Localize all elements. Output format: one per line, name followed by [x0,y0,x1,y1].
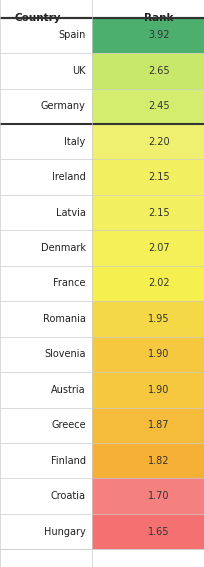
FancyBboxPatch shape [92,53,204,88]
Text: Hungary: Hungary [44,527,86,536]
Text: UK: UK [72,66,86,76]
FancyBboxPatch shape [92,88,204,124]
FancyBboxPatch shape [92,301,204,337]
FancyBboxPatch shape [0,408,92,443]
Text: Italy: Italy [64,137,86,147]
Text: Country: Country [15,12,61,23]
FancyBboxPatch shape [0,18,92,53]
Text: 1.65: 1.65 [148,527,170,536]
Text: 2.02: 2.02 [148,278,170,289]
Text: Germany: Germany [41,101,86,111]
FancyBboxPatch shape [92,443,204,479]
Text: Denmark: Denmark [41,243,86,253]
Text: Spain: Spain [58,31,86,40]
Text: 1.82: 1.82 [148,456,170,466]
FancyBboxPatch shape [0,53,92,88]
FancyBboxPatch shape [92,195,204,230]
FancyBboxPatch shape [0,337,92,372]
Text: 1.90: 1.90 [149,349,170,359]
Text: Ireland: Ireland [52,172,86,182]
Text: Croatia: Croatia [51,491,86,501]
FancyBboxPatch shape [0,195,92,230]
Text: 3.92: 3.92 [148,31,170,40]
FancyBboxPatch shape [0,159,92,195]
FancyBboxPatch shape [92,124,204,159]
FancyBboxPatch shape [0,514,92,549]
FancyBboxPatch shape [0,230,92,266]
Text: Austria: Austria [51,385,86,395]
Text: France: France [53,278,86,289]
FancyBboxPatch shape [0,124,92,159]
Text: 2.15: 2.15 [148,172,170,182]
FancyBboxPatch shape [92,337,204,372]
Text: Greece: Greece [51,420,86,430]
FancyBboxPatch shape [0,266,92,301]
FancyBboxPatch shape [92,514,204,549]
FancyBboxPatch shape [92,266,204,301]
Text: 2.65: 2.65 [148,66,170,76]
Text: Romania: Romania [43,314,86,324]
Text: 2.20: 2.20 [148,137,170,147]
FancyBboxPatch shape [0,88,92,124]
FancyBboxPatch shape [92,372,204,408]
Text: 2.07: 2.07 [148,243,170,253]
FancyBboxPatch shape [0,479,92,514]
Text: 1.90: 1.90 [149,385,170,395]
FancyBboxPatch shape [92,479,204,514]
Text: Latvia: Latvia [56,208,86,218]
Text: Finland: Finland [51,456,86,466]
Text: Slovenia: Slovenia [44,349,86,359]
FancyBboxPatch shape [0,301,92,337]
FancyBboxPatch shape [92,408,204,443]
Text: 1.70: 1.70 [148,491,170,501]
FancyBboxPatch shape [92,230,204,266]
Text: 1.87: 1.87 [148,420,170,430]
Text: Rank: Rank [144,12,174,23]
FancyBboxPatch shape [0,372,92,408]
Text: 2.45: 2.45 [148,101,170,111]
Text: 2.15: 2.15 [148,208,170,218]
FancyBboxPatch shape [0,443,92,479]
Text: 1.95: 1.95 [148,314,170,324]
FancyBboxPatch shape [92,18,204,53]
FancyBboxPatch shape [92,159,204,195]
